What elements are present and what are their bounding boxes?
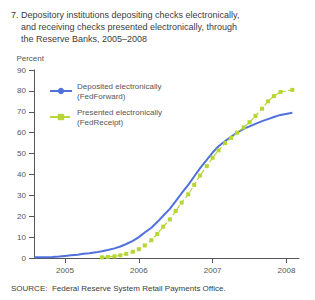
svg-text:Percent: Percent bbox=[16, 54, 44, 63]
svg-text:10: 10 bbox=[17, 233, 26, 242]
svg-text:40: 40 bbox=[17, 170, 26, 179]
svg-text:2005: 2005 bbox=[56, 266, 74, 275]
svg-text:and receiving checks presented: and receiving checks presented electroni… bbox=[11, 22, 237, 32]
svg-text:2008: 2008 bbox=[278, 266, 296, 275]
svg-text:80: 80 bbox=[17, 86, 26, 95]
svg-text:20: 20 bbox=[17, 212, 26, 221]
svg-text:50: 50 bbox=[17, 149, 26, 158]
svg-text:2006: 2006 bbox=[130, 266, 148, 275]
svg-text:30: 30 bbox=[17, 191, 26, 200]
svg-text:70: 70 bbox=[17, 107, 26, 116]
svg-text:SOURCE: Federal Reserve Syste: SOURCE: Federal Reserve System Retail Pa… bbox=[11, 284, 226, 293]
svg-text:0: 0 bbox=[22, 254, 27, 263]
svg-text:7. Depository institutions dep: 7. Depository institutions depositing ch… bbox=[11, 10, 239, 20]
svg-text:2007: 2007 bbox=[204, 266, 222, 275]
svg-text:the Reserve Banks, 2005–2008: the Reserve Banks, 2005–2008 bbox=[11, 34, 147, 44]
svg-text:Deposited electronically: Deposited electronically bbox=[77, 82, 162, 91]
svg-text:90: 90 bbox=[17, 66, 26, 75]
svg-text:(FedReceipt): (FedReceipt) bbox=[77, 118, 124, 127]
svg-text:Presented electronically: Presented electronically bbox=[77, 108, 162, 117]
svg-text:(FedForward): (FedForward) bbox=[77, 92, 126, 101]
svg-text:60: 60 bbox=[17, 128, 26, 137]
